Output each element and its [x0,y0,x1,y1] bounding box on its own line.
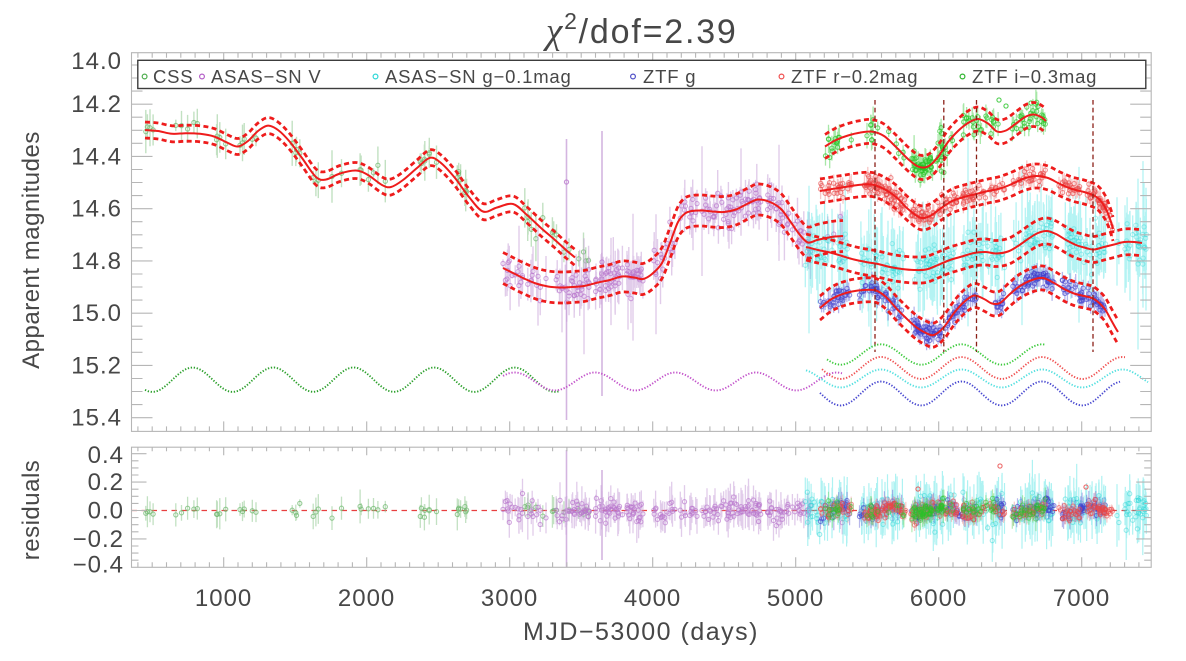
svg-text:residuals: residuals [18,460,45,561]
svg-text:14.2: 14.2 [71,91,122,118]
svg-text:14.8: 14.8 [71,248,122,275]
svg-text:15.4: 15.4 [71,405,122,432]
svg-text:−0.4: −0.4 [73,552,124,579]
svg-text:0.4: 0.4 [88,442,124,469]
svg-text:2000: 2000 [338,585,395,612]
svg-text:ZTF i−0.3mag: ZTF i−0.3mag [972,66,1097,87]
svg-text:14.0: 14.0 [71,48,122,75]
svg-text:CSS: CSS [153,66,193,87]
svg-text:1000: 1000 [195,585,252,612]
svg-text:−0.2: −0.2 [73,526,124,553]
svg-text:ASAS−SN g−0.1mag: ASAS−SN g−0.1mag [385,66,572,87]
svg-text:ASAS−SN V: ASAS−SN V [211,66,322,87]
svg-text:0.0: 0.0 [88,498,124,525]
svg-text:14.4: 14.4 [71,143,122,170]
svg-text:χ2/dof=2.39: χ2/dof=2.39 [543,8,738,52]
svg-text:3000: 3000 [481,585,538,612]
svg-text:0.2: 0.2 [88,469,124,496]
svg-text:15.0: 15.0 [71,300,122,327]
svg-text:MJD−53000 (days): MJD−53000 (days) [523,618,759,646]
svg-text:5000: 5000 [767,585,824,612]
svg-text:ZTF g: ZTF g [643,66,696,87]
svg-text:15.2: 15.2 [71,352,122,379]
svg-text:7000: 7000 [1053,585,1110,612]
svg-text:6000: 6000 [910,585,967,612]
svg-text:4000: 4000 [624,585,681,612]
svg-text:14.6: 14.6 [71,196,122,223]
svg-text:Apparent magnitudes: Apparent magnitudes [18,131,45,369]
svg-text:ZTF r−0.2mag: ZTF r−0.2mag [791,66,918,87]
